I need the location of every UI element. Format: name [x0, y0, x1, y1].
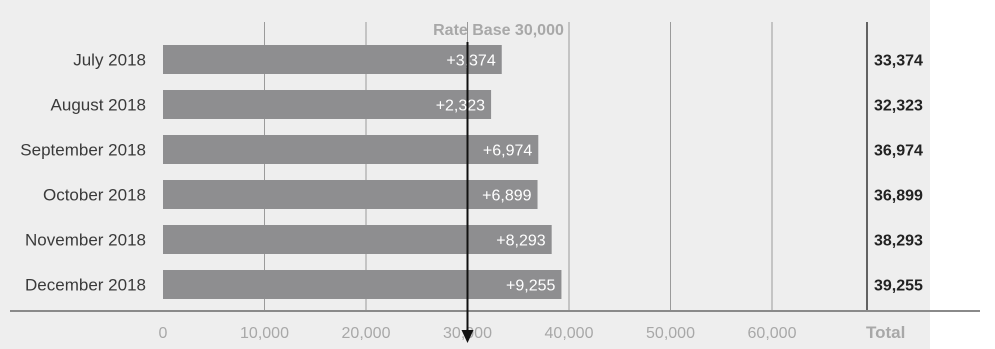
bar-value-label: +3,374 [446, 53, 495, 70]
category-label: August 2018 [51, 96, 146, 115]
category-labels-group: July 2018 August 2018 September 2018 Octobe… [20, 51, 146, 295]
total-value: 38,293 [874, 233, 923, 250]
totals-group: 33,374 32,323 36,974 36,899 38,293 39,255 [874, 53, 923, 295]
bar [163, 45, 502, 74]
bar-value-label: +6,974 [483, 143, 532, 160]
total-value: 36,974 [874, 143, 923, 160]
total-value: 33,374 [874, 53, 923, 70]
category-label: July 2018 [73, 51, 146, 70]
bar [163, 270, 562, 299]
total-value: 36,899 [874, 188, 923, 205]
bar-value-label: +8,293 [496, 233, 545, 250]
category-label: October 2018 [43, 186, 146, 205]
x-tick-label: 0 [159, 325, 168, 342]
bar-value-label: +6,899 [482, 188, 531, 205]
x-tick-label: 10,000 [240, 325, 289, 342]
total-value: 32,323 [874, 98, 923, 115]
total-value: 39,255 [874, 278, 923, 295]
bar [163, 135, 539, 164]
category-label: September 2018 [20, 141, 146, 160]
reference-line-label: Rate Base 30,000 [433, 22, 564, 39]
x-tick-label: 40,000 [545, 325, 594, 342]
reference-line-group: Rate Base 30,000 [433, 22, 564, 343]
bar-value-label: +9,255 [506, 278, 555, 295]
category-label: December 2018 [25, 276, 146, 295]
totals-header: Total [866, 323, 905, 342]
bar-value-label: +2,323 [436, 98, 485, 115]
bar [163, 90, 492, 119]
x-tick-label: 60,000 [748, 325, 797, 342]
bar [163, 225, 552, 254]
category-label: November 2018 [25, 231, 146, 250]
reference-arrowhead [461, 330, 474, 343]
bars-group: +3,374 +2,323 +6,974 +6,899 +8,293 +9,255 [163, 45, 562, 299]
x-axis-group: 010,00020,00030,00040,00050,00060,000Tot… [10, 310, 980, 342]
x-tick-label: 20,000 [342, 325, 391, 342]
bar [163, 180, 538, 209]
x-tick-label: 50,000 [646, 325, 695, 342]
